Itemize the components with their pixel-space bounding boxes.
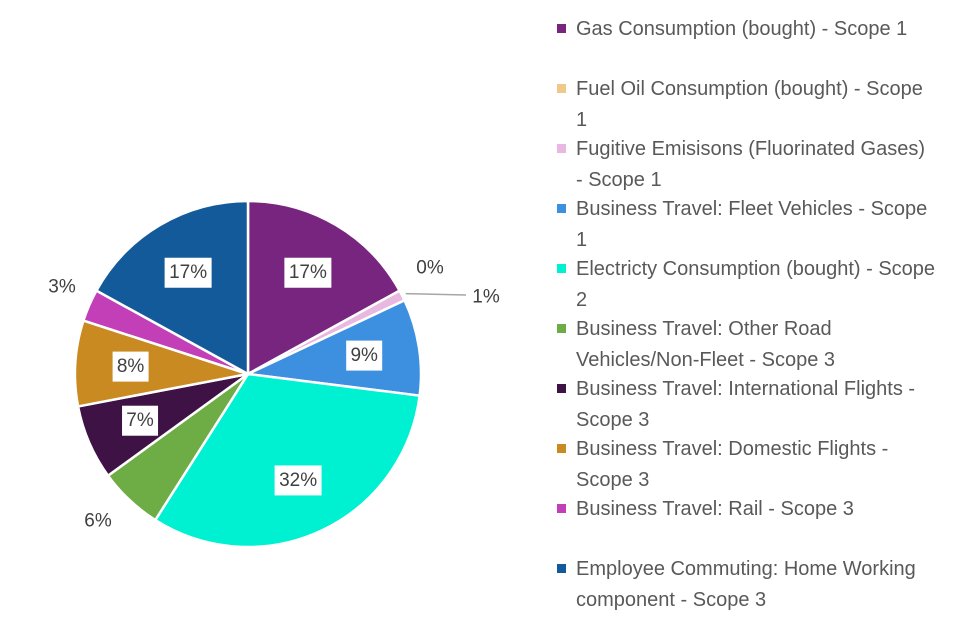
data-label-box [284, 257, 332, 288]
data-label: 17% [284, 257, 332, 288]
legend-item: Business Travel: Fleet Vehicles - Scope … [557, 194, 937, 254]
legend-swatch [557, 24, 566, 33]
data-label: 32% [274, 465, 322, 496]
data-label-box [112, 351, 149, 382]
legend-label: Business Travel: Rail - Scope 3 [576, 498, 854, 520]
legend-label: Electricty Consumption (bought) - Scope … [576, 258, 936, 311]
legend-label: Gas Consumption (bought) - Scope 1 [576, 18, 908, 40]
legend-label: Employee Commuting: Home Working compone… [576, 558, 916, 611]
data-label-text: 6% [84, 511, 112, 532]
data-label-box [274, 465, 322, 496]
legend-item: Employee Commuting: Home Working compone… [557, 554, 937, 614]
data-label: 0% [416, 258, 444, 279]
legend-item: Gas Consumption (bought) - Scope 1 [557, 14, 937, 74]
legend-swatch [557, 84, 566, 93]
legend-item: Business Travel: Domestic Flights - Scop… [557, 434, 937, 494]
leader-line [405, 292, 467, 296]
legend-label: Fugitive Emisisons (Fluorinated Gases) -… [576, 138, 926, 191]
data-label: 17% [164, 257, 212, 288]
legend-item: Business Travel: International Flights -… [557, 374, 937, 434]
legend-swatch [557, 204, 566, 213]
legend-swatch [557, 264, 566, 273]
legend-item: Electricty Consumption (bought) - Scope … [557, 254, 937, 314]
data-label: 3% [48, 277, 76, 298]
legend-label: Fuel Oil Consumption (bought) - Scope 1 [576, 78, 923, 131]
legend-swatch [557, 324, 566, 333]
legend-item: Business Travel: Rail - Scope 3 [557, 494, 937, 554]
legend-swatch [557, 504, 566, 513]
data-label-text: 3% [48, 277, 76, 298]
legend-item: Business Travel: Other Road Vehicles/Non… [557, 314, 937, 374]
legend-item: Fugitive Emisisons (Fluorinated Gases) -… [557, 134, 937, 194]
data-label-text: 7% [126, 410, 154, 431]
data-label-text: 17% [289, 262, 327, 283]
data-label-text: 17% [169, 262, 207, 283]
data-label-box [122, 405, 159, 436]
data-label-text: 9% [350, 345, 378, 366]
legend-label: Business Travel: Fleet Vehicles - Scope … [576, 198, 928, 251]
data-label-box [346, 340, 383, 371]
legend-label: Business Travel: International Flights -… [576, 378, 916, 431]
legend-label: Business Travel: Domestic Flights - Scop… [576, 438, 889, 491]
legend-item: Fuel Oil Consumption (bought) - Scope 1 [557, 74, 937, 134]
legend-swatch [557, 144, 566, 153]
data-label: 8% [112, 351, 149, 382]
data-label: 1% [405, 287, 500, 308]
data-label-text: 32% [279, 470, 317, 491]
data-label-text: 1% [472, 287, 500, 308]
legend-swatch [557, 564, 566, 573]
data-label-box [164, 257, 212, 288]
data-label: 6% [84, 511, 112, 532]
legend-swatch [557, 444, 566, 453]
pie-chart: 17% 0% 1% 9% 32% 6% 7% 8% 3% 17% [48, 199, 500, 549]
legend-label: Business Travel: Other Road Vehicles/Non… [576, 318, 836, 371]
data-label-text: 8% [117, 356, 145, 377]
data-label-text: 0% [416, 258, 444, 279]
legend-swatch [557, 384, 566, 393]
pie-slice [243, 298, 423, 398]
data-label: 7% [122, 405, 159, 436]
data-label: 9% [346, 340, 383, 371]
